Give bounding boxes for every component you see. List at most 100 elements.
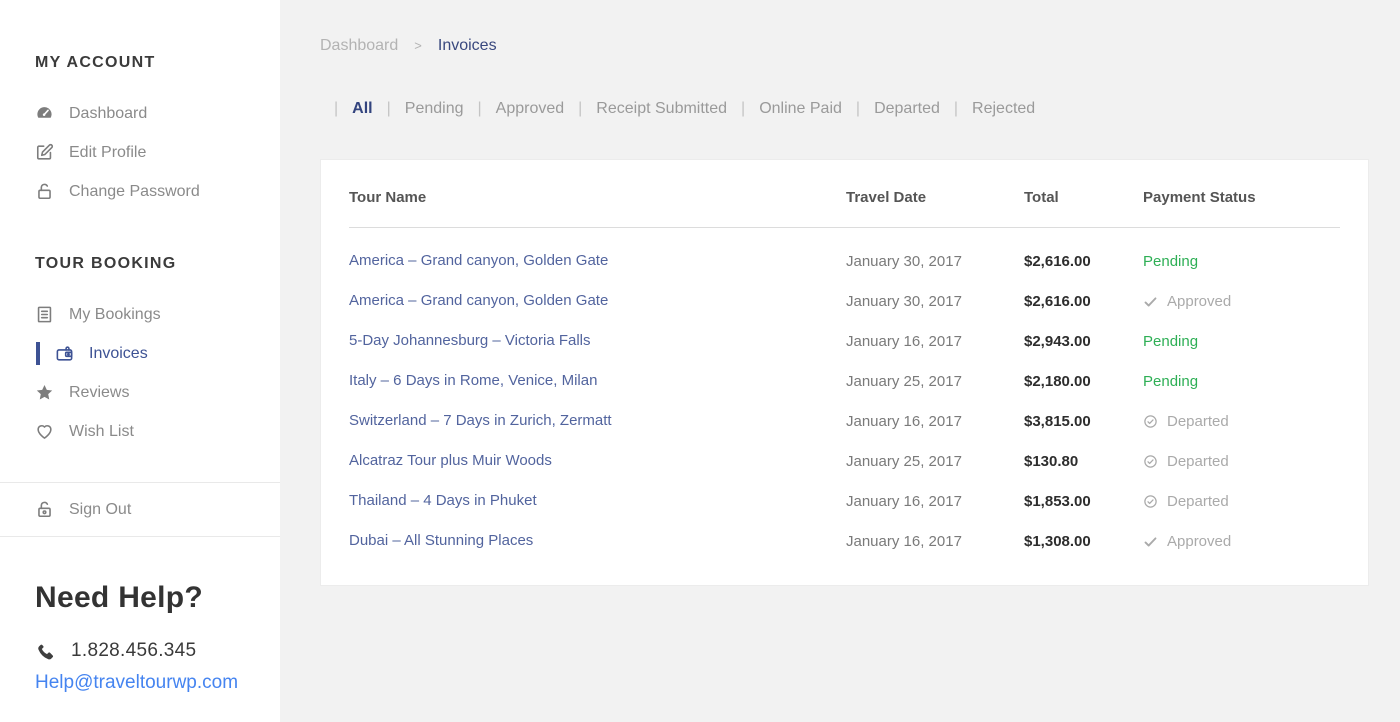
filter-tab-label: Approved xyxy=(495,100,565,117)
sidebar-item-label: Wish List xyxy=(69,422,134,440)
travel-date-cell: January 16, 2017 xyxy=(846,412,962,430)
unlock-icon xyxy=(35,500,54,519)
circle-check-icon xyxy=(1143,454,1158,469)
travel-date-cell: January 16, 2017 xyxy=(846,492,962,510)
tour-name-link[interactable]: Switzerland – 7 Days in Zurich, Zermatt xyxy=(349,412,612,429)
payment-status-label: Approved xyxy=(1167,292,1232,310)
payment-status-label: Approved xyxy=(1167,532,1232,550)
payment-status-cell: Pending xyxy=(1143,253,1340,270)
payment-status-cell: Departed xyxy=(1143,493,1340,510)
star-icon xyxy=(35,383,54,402)
my-account-heading: MY ACCOUNT xyxy=(35,54,156,71)
payment-status-label: Departed xyxy=(1167,492,1229,510)
sidebar-item-label: Reviews xyxy=(69,383,130,401)
table-row: Thailand – 4 Days in Phuket January 16, … xyxy=(321,481,1368,521)
sidebar-item-label: Edit Profile xyxy=(69,143,147,161)
filter-tab[interactable]: | Pending xyxy=(373,99,464,119)
payment-status-cell: Pending xyxy=(1143,333,1340,350)
total-cell: $2,616.00 xyxy=(1024,252,1091,270)
filter-separator: | xyxy=(386,100,391,117)
total-cell: $3,815.00 xyxy=(1024,412,1091,430)
travel-date-cell: January 16, 2017 xyxy=(846,332,962,350)
filter-tab[interactable]: | Rejected xyxy=(940,99,1035,119)
filter-tab[interactable]: | Approved xyxy=(463,99,564,119)
sidebar-item[interactable]: Dashboard xyxy=(0,94,280,133)
payment-status-label: Departed xyxy=(1167,452,1229,470)
invoices-table-body: America – Grand canyon, Golden Gate Janu… xyxy=(321,228,1368,561)
table-row: Dubai – All Stunning Places January 16, … xyxy=(321,521,1368,561)
payment-status-label: Pending xyxy=(1143,332,1199,350)
filter-separator: | xyxy=(477,100,482,117)
circle-check-icon xyxy=(1143,414,1158,429)
sidebar-item[interactable]: Reviews xyxy=(0,373,280,412)
filter-tab[interactable]: | Online Paid xyxy=(727,99,842,119)
account-sidebar: MY ACCOUNT Dashboard Edit Profile Change… xyxy=(0,0,280,722)
travel-date-cell: January 25, 2017 xyxy=(846,372,962,390)
payment-status-cell: Pending xyxy=(1143,373,1340,390)
filter-tab-label: Online Paid xyxy=(759,100,842,117)
filter-separator: | xyxy=(855,100,861,117)
lock-icon xyxy=(35,182,54,201)
breadcrumb-dashboard-link[interactable]: Dashboard xyxy=(320,37,399,54)
total-cell: $2,943.00 xyxy=(1024,332,1091,350)
breadcrumb-current-page: Invoices xyxy=(437,37,497,54)
filter-tab[interactable]: | Departed xyxy=(842,99,940,119)
column-header-tour-name: Tour Name xyxy=(349,189,427,206)
table-row: America – Grand canyon, Golden Gate Janu… xyxy=(321,241,1368,281)
tour-name-link[interactable]: Italy – 6 Days in Rome, Venice, Milan xyxy=(349,372,598,389)
sidebar-item[interactable]: Change Password xyxy=(0,172,280,211)
travel-date-cell: January 30, 2017 xyxy=(846,292,962,310)
column-header-total: Total xyxy=(1024,189,1059,206)
tour-name-link[interactable]: Thailand – 4 Days in Phuket xyxy=(349,492,537,509)
total-cell: $1,308.00 xyxy=(1024,532,1091,550)
filter-separator: | xyxy=(953,100,959,117)
edit-icon xyxy=(35,143,54,162)
payment-status-label: Pending xyxy=(1143,252,1199,270)
filter-tab[interactable]: | All xyxy=(320,99,373,119)
table-row: Alcatraz Tour plus Muir Woods January 25… xyxy=(321,441,1368,481)
sidebar-item-label: Change Password xyxy=(69,182,200,200)
table-header-divider xyxy=(349,227,1340,228)
help-email-link[interactable]: Help@traveltourwp.com xyxy=(35,672,239,693)
total-cell: $1,853.00 xyxy=(1024,492,1091,510)
need-help-heading: Need Help? xyxy=(35,581,204,614)
sidebar-item[interactable]: Wish List xyxy=(0,412,280,451)
check-icon xyxy=(1143,294,1158,309)
payment-status-label: Pending xyxy=(1143,372,1199,390)
tour-name-link[interactable]: America – Grand canyon, Golden Gate xyxy=(349,292,609,309)
filter-tab-label: Pending xyxy=(404,100,464,117)
total-cell: $130.80 xyxy=(1024,452,1079,470)
table-row: Switzerland – 7 Days in Zurich, Zermatt … xyxy=(321,401,1368,441)
travel-date-cell: January 16, 2017 xyxy=(846,532,962,550)
tour-booking-heading: TOUR BOOKING xyxy=(35,255,177,272)
check-icon xyxy=(1143,534,1158,549)
payment-status-label: Departed xyxy=(1167,412,1229,430)
column-header-travel-date: Travel Date xyxy=(846,189,927,206)
payment-status-cell: Departed xyxy=(1143,413,1340,430)
filter-separator: | xyxy=(334,100,339,117)
tour-name-link[interactable]: America – Grand canyon, Golden Gate xyxy=(349,252,609,269)
payment-status-cell: Approved xyxy=(1143,293,1340,310)
filter-tab[interactable]: | Receipt Submitted xyxy=(564,99,727,119)
bookings-icon xyxy=(35,305,54,324)
breadcrumb: Dashboard > Invoices xyxy=(320,36,497,56)
payment-status-cell: Departed xyxy=(1143,453,1340,470)
sidebar-item[interactable]: Edit Profile xyxy=(0,133,280,172)
sidebar-item[interactable]: My Bookings xyxy=(0,295,280,334)
sign-out-button[interactable]: Sign Out xyxy=(0,483,280,536)
wallet-icon xyxy=(55,344,74,363)
sign-out-section: Sign Out xyxy=(0,482,280,537)
sign-out-label: Sign Out xyxy=(69,500,132,518)
tour-name-link[interactable]: Dubai – All Stunning Places xyxy=(349,532,534,549)
payment-status-cell: Approved xyxy=(1143,533,1340,550)
tour-name-link[interactable]: 5-Day Johannesburg – Victoria Falls xyxy=(349,332,591,349)
tour-name-link[interactable]: Alcatraz Tour plus Muir Woods xyxy=(349,452,552,469)
my-account-nav: Dashboard Edit Profile Change Password xyxy=(0,94,280,211)
table-row: 5-Day Johannesburg – Victoria Falls Janu… xyxy=(321,321,1368,361)
sidebar-item-label: My Bookings xyxy=(69,305,161,323)
sidebar-item[interactable]: Invoices xyxy=(0,334,280,373)
filter-tab-label: All xyxy=(352,100,373,117)
invoices-table-card: Tour Name Travel Date Total Payment Stat… xyxy=(320,159,1369,586)
phone-icon xyxy=(35,641,55,661)
invoice-status-filters: | All | Pending | Approved | Receipt Sub… xyxy=(320,99,1035,119)
